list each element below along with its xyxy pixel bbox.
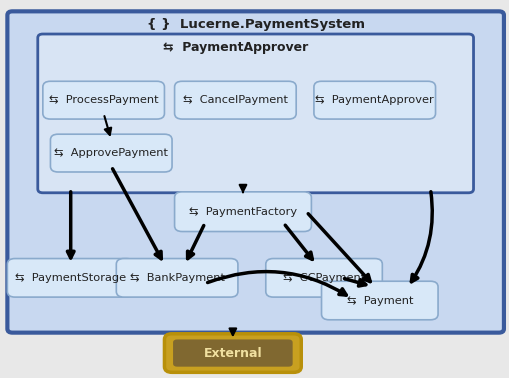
Text: External: External xyxy=(204,347,262,360)
Text: ⇆  PaymentFactory: ⇆ PaymentFactory xyxy=(189,207,297,217)
FancyBboxPatch shape xyxy=(164,334,301,372)
Text: ⇆  PaymentStorage: ⇆ PaymentStorage xyxy=(15,273,126,283)
FancyBboxPatch shape xyxy=(7,259,134,297)
FancyBboxPatch shape xyxy=(175,192,312,231)
Text: ⇆  BankPayment: ⇆ BankPayment xyxy=(130,273,224,283)
Text: ⇆  CCPayment: ⇆ CCPayment xyxy=(283,273,365,283)
Text: ⇆  ProcessPayment: ⇆ ProcessPayment xyxy=(49,95,158,105)
FancyBboxPatch shape xyxy=(175,81,296,119)
FancyBboxPatch shape xyxy=(266,259,382,297)
FancyBboxPatch shape xyxy=(314,81,436,119)
FancyBboxPatch shape xyxy=(50,134,172,172)
FancyBboxPatch shape xyxy=(117,259,238,297)
Text: ⇆  PaymentApprover: ⇆ PaymentApprover xyxy=(163,41,308,54)
Text: { }  Lucerne.PaymentSystem: { } Lucerne.PaymentSystem xyxy=(147,18,364,31)
Text: ⇆  CancelPayment: ⇆ CancelPayment xyxy=(183,95,288,105)
Text: ⇆  ApprovePayment: ⇆ ApprovePayment xyxy=(54,148,168,158)
Text: ⇆  PaymentApprover: ⇆ PaymentApprover xyxy=(316,95,434,105)
FancyBboxPatch shape xyxy=(38,34,473,193)
FancyBboxPatch shape xyxy=(43,81,164,119)
FancyBboxPatch shape xyxy=(7,11,504,333)
FancyBboxPatch shape xyxy=(322,281,438,320)
FancyBboxPatch shape xyxy=(173,339,293,367)
Text: ⇆  Payment: ⇆ Payment xyxy=(347,296,413,305)
